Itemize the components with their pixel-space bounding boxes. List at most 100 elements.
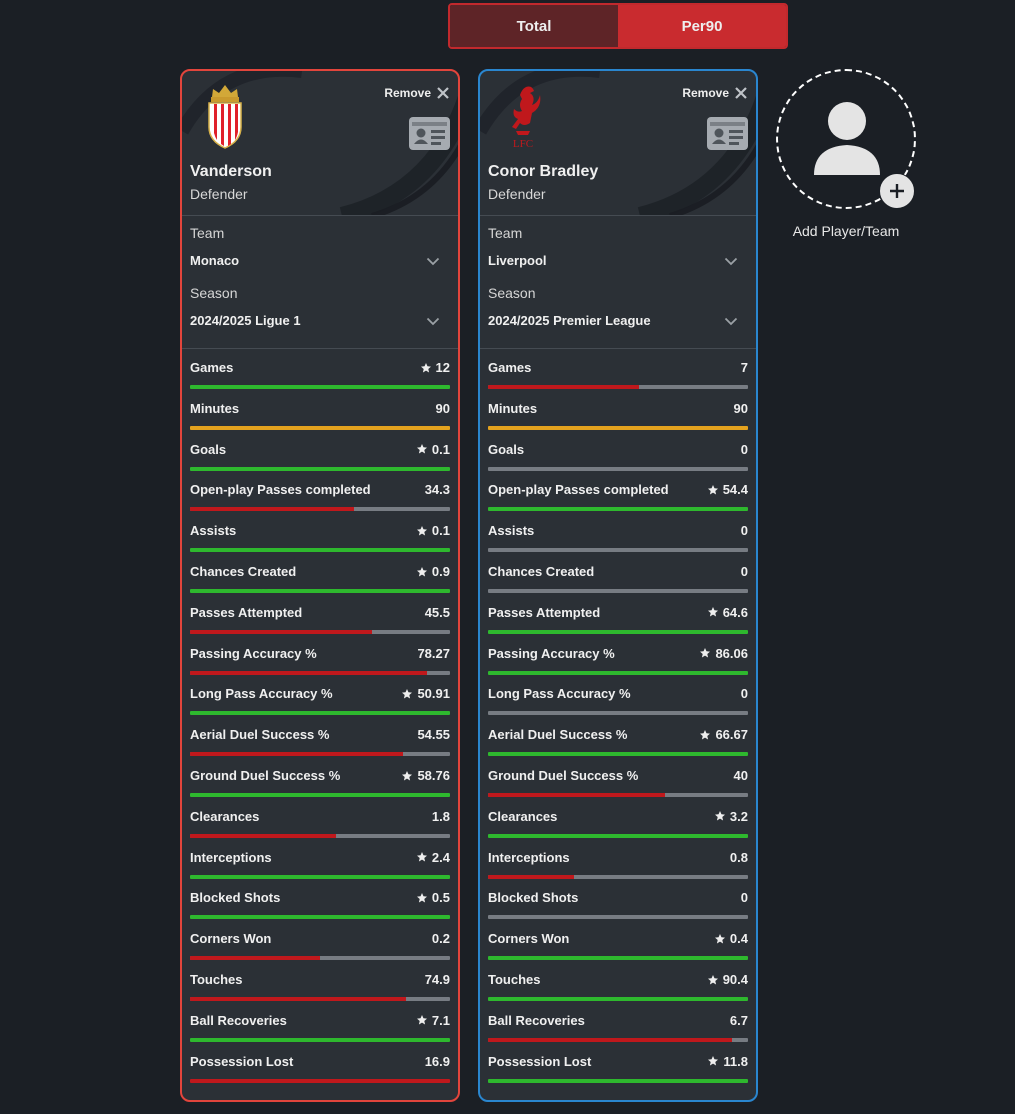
stat-value: 0: [740, 564, 748, 579]
stat-value: 6.7: [729, 1012, 748, 1028]
chevron-down-icon[interactable]: [724, 317, 738, 326]
id-card-icon[interactable]: [707, 117, 748, 150]
stat-bar-fill: [190, 548, 450, 553]
stat-label: Goals: [488, 441, 525, 457]
stat-label: Blocked Shots: [190, 890, 281, 906]
stat-bar-fill: [488, 1078, 748, 1083]
stat-bar-fill: [190, 1037, 450, 1042]
stat-bar-fill: [488, 793, 665, 797]
star-icon: [708, 1056, 719, 1066]
stat-value-group: 54.55: [417, 727, 450, 742]
stat-bar-fill: [190, 1078, 450, 1083]
stat-label: Aerial Duel Success %: [190, 727, 330, 743]
player-card-header: Remove Vanderson Defender: [182, 71, 458, 216]
star-icon: [402, 770, 413, 780]
stat-bar-fill: [190, 956, 320, 961]
stat-value-group: 58.76: [401, 768, 450, 783]
stat-bar: [488, 915, 748, 920]
stat-value-group: 50.91: [401, 686, 450, 701]
stat-bar-fill: [488, 833, 748, 838]
liverpool-liverbird-icon: LFC: [512, 86, 541, 149]
stat-bar-fill: [488, 507, 748, 512]
star-icon: [402, 688, 413, 699]
stat-row: Goals 0.1: [182, 432, 458, 473]
stat-value-group: 0: [741, 523, 748, 538]
stat-row: Open-play Passes completed 54.4: [480, 472, 756, 513]
stat-bar-fill: [190, 507, 354, 512]
stat-row: Touches 74.9: [182, 962, 458, 1003]
id-card-icon[interactable]: [409, 117, 450, 150]
stat-row: Corners Won 0.2: [182, 921, 458, 962]
stat-bar: [488, 548, 748, 553]
remove-button[interactable]: Remove: [682, 86, 748, 100]
stat-label: Chances Created: [488, 564, 595, 579]
stat-bar: [488, 1078, 748, 1083]
player-position: Defender: [190, 186, 248, 202]
stat-label: Goals: [190, 441, 227, 457]
stat-bar: [190, 507, 450, 512]
stat-value-group: 0.4: [714, 931, 748, 946]
add-player-button[interactable]: [776, 69, 916, 209]
stat-bar: [190, 670, 450, 675]
stat-value-group: 0.1: [416, 523, 450, 538]
stat-bar: [190, 629, 450, 634]
stat-bar: [190, 793, 450, 797]
plus-icon[interactable]: [879, 173, 915, 209]
stat-label: Corners Won: [190, 931, 272, 947]
stat-bar-fill: [190, 997, 406, 1001]
stat-bar: [488, 385, 748, 389]
remove-label: Remove: [682, 86, 729, 100]
stat-value: 0: [740, 441, 748, 457]
stat-row: Passes Attempted 64.6: [480, 595, 756, 636]
chevron-down-icon[interactable]: [426, 317, 440, 326]
stat-label: Passes Attempted: [488, 604, 601, 620]
stat-value: 78.27: [417, 645, 450, 661]
stat-value: 64.6: [722, 604, 748, 620]
stat-value: 12: [435, 360, 450, 375]
close-icon[interactable]: [436, 86, 450, 100]
stat-label: Passing Accuracy %: [190, 645, 317, 661]
star-icon: [714, 933, 725, 944]
stat-bar: [488, 629, 748, 634]
stat-value-group: 2.4: [416, 850, 450, 865]
chevron-down-icon[interactable]: [724, 257, 738, 266]
stat-value-group: 0.2: [432, 931, 450, 946]
close-icon[interactable]: [734, 86, 748, 100]
stat-row: Possession Lost 11.8: [480, 1044, 756, 1085]
stat-row: Touches 90.4: [480, 962, 756, 1003]
stat-row: Blocked Shots 0.5: [182, 880, 458, 921]
chevron-down-icon[interactable]: [426, 257, 440, 266]
stat-bar: [488, 466, 748, 471]
star-icon: [416, 566, 427, 576]
card-header-decoration: [480, 71, 756, 215]
stat-value: 54.55: [417, 727, 450, 743]
stat-value: 7.1: [431, 1012, 450, 1028]
stat-row: Minutes 90: [182, 391, 458, 432]
team-label: Team: [190, 225, 225, 241]
star-icon: [420, 362, 431, 372]
stat-row: Assists 0.1: [182, 513, 458, 554]
stat-bar: [190, 548, 450, 553]
remove-button[interactable]: Remove: [384, 86, 450, 100]
stat-row: Assists 0: [480, 513, 756, 554]
total-toggle-button[interactable]: Total: [450, 5, 618, 47]
team-value: Liverpool: [488, 253, 547, 268]
star-icon: [416, 892, 427, 903]
stat-bar-fill: [190, 833, 336, 838]
stat-value-group: 12: [420, 360, 450, 375]
stat-value: 40: [733, 768, 748, 783]
stat-value: 34.3: [424, 482, 450, 498]
stat-label: Ball Recoveries: [190, 1012, 287, 1028]
per90-toggle-button[interactable]: Per90: [618, 5, 786, 47]
player-card: LFC Remove Conor Bradley Defender Team L…: [478, 69, 758, 1102]
player-name: Vanderson: [190, 163, 272, 180]
stat-value: 90.4: [722, 972, 748, 987]
stat-row: Blocked Shots 0: [480, 880, 756, 921]
stat-bar: [488, 711, 748, 716]
stat-bar-fill: [190, 466, 450, 471]
stat-value: 0.1: [431, 441, 450, 457]
stat-value: 90: [733, 400, 748, 416]
stat-value: 0.8: [729, 849, 748, 865]
stat-label: Open-play Passes completed: [190, 482, 371, 498]
stat-value-group: 0.8: [730, 850, 748, 865]
